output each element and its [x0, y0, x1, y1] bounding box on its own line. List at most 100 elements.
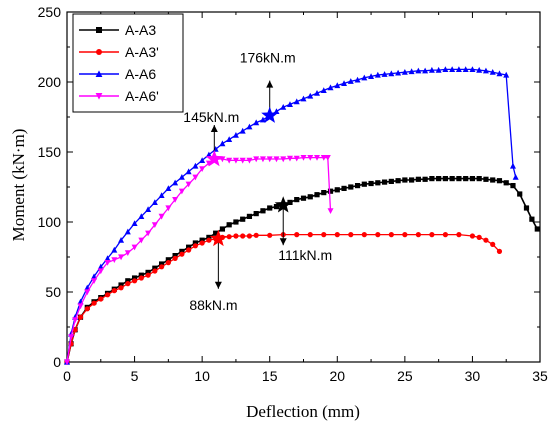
data-point [205, 151, 212, 158]
data-point [402, 232, 408, 238]
data-point [185, 168, 192, 175]
data-point [354, 183, 361, 189]
data-point [334, 187, 340, 193]
arrow-head [210, 125, 218, 132]
legend-label: A-A3' [125, 44, 159, 60]
y-tick-label: 50 [45, 284, 61, 300]
data-point [98, 296, 104, 302]
data-point [246, 123, 253, 130]
data-point [449, 66, 456, 72]
data-point [523, 205, 530, 211]
legend-marker [96, 27, 102, 33]
data-point [68, 334, 75, 340]
data-point [239, 127, 246, 134]
data-point [341, 185, 347, 191]
data-point [449, 176, 455, 182]
data-point [97, 268, 104, 275]
data-point [469, 66, 476, 72]
data-point [152, 265, 158, 271]
data-point [172, 255, 178, 261]
data-point [415, 232, 421, 238]
data-point [138, 213, 145, 219]
arrow-head [266, 80, 274, 88]
legend-marker [95, 93, 103, 100]
data-point [97, 263, 104, 270]
data-point [512, 174, 519, 180]
data-point [246, 213, 253, 219]
data-point [300, 155, 307, 161]
data-point [388, 70, 395, 77]
data-point [185, 181, 192, 188]
data-point [233, 219, 239, 225]
data-point [206, 234, 212, 240]
data-point [388, 232, 394, 238]
data-point [178, 188, 185, 195]
series-line [66, 177, 539, 363]
data-point [503, 71, 510, 78]
annotations: 176kN.m 145kN.m 111kN.m 88kN.m [183, 50, 332, 313]
data-point [111, 246, 118, 253]
data-point [361, 181, 367, 187]
data-point [172, 197, 179, 203]
data-point [267, 232, 273, 238]
data-point [320, 87, 327, 93]
data-point [327, 84, 334, 91]
data-point [415, 67, 422, 74]
data-point [259, 156, 266, 163]
y-tick-label: 150 [38, 144, 62, 160]
data-point [496, 178, 503, 184]
annotation-arrow [279, 205, 287, 246]
data-point [124, 250, 131, 256]
data-point [192, 240, 198, 246]
data-point [131, 275, 138, 281]
data-point [476, 66, 483, 73]
data-point [111, 288, 117, 294]
data-point [77, 314, 84, 320]
data-point [482, 67, 489, 74]
data-point [138, 237, 145, 244]
data-point [104, 292, 111, 298]
data-point [409, 177, 415, 183]
annotation-star [205, 150, 223, 167]
data-point [246, 233, 253, 239]
data-point [64, 359, 70, 366]
data-point [509, 162, 516, 169]
x-tick-label: 0 [63, 368, 71, 384]
data-point [320, 155, 327, 161]
data-point [395, 69, 402, 76]
data-point [253, 156, 260, 163]
data-point [131, 220, 138, 226]
legend-label: A-A6 [125, 66, 156, 82]
legend-marker [96, 49, 102, 55]
data-point [226, 157, 233, 164]
data-point [165, 257, 171, 263]
data-point [192, 174, 199, 181]
data-point [334, 232, 340, 238]
data-point [469, 233, 476, 239]
data-point [496, 248, 503, 254]
annotation-label: 88kN.m [189, 297, 237, 313]
data-point [314, 155, 321, 161]
data-point [368, 73, 375, 79]
y-tick-label: 250 [38, 4, 62, 20]
data-point [401, 69, 408, 75]
data-point [226, 234, 232, 240]
data-point [435, 66, 442, 73]
data-point [429, 176, 435, 182]
data-point [300, 95, 307, 102]
data-point [381, 71, 388, 77]
data-point [239, 157, 246, 164]
data-point [91, 300, 97, 306]
data-point [436, 176, 442, 182]
data-point [476, 234, 482, 240]
data-point [232, 132, 239, 138]
data-point [104, 260, 111, 266]
data-point [462, 66, 469, 72]
series-line [66, 68, 517, 363]
data-point [361, 74, 368, 81]
data-point [179, 251, 185, 257]
data-point [347, 78, 354, 84]
data-point [206, 237, 212, 243]
data-point [199, 240, 205, 246]
data-point [246, 157, 253, 164]
